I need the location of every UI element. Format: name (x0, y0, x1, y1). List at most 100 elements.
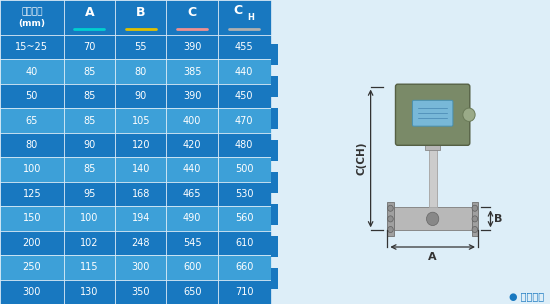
Bar (167, 231, 218, 255)
Bar (0, 35, 64, 59)
Bar (115, 35, 167, 59)
Bar (167, 182, 218, 206)
Circle shape (388, 226, 393, 233)
Text: 85: 85 (83, 116, 96, 126)
Text: 55: 55 (134, 42, 147, 52)
Bar (167, 157, 218, 182)
Text: 168: 168 (131, 189, 150, 199)
Bar (64, 231, 115, 255)
Bar (0, 0, 64, 35)
Text: A: A (85, 5, 94, 19)
Bar (218, 280, 271, 304)
Bar (115, 182, 167, 206)
Bar (167, 59, 218, 84)
Text: 420: 420 (183, 140, 201, 150)
Bar (429, 146, 437, 208)
Bar (218, 133, 271, 157)
Text: 455: 455 (235, 42, 254, 52)
Bar (271, 44, 278, 65)
Text: B: B (494, 214, 503, 224)
Bar (271, 204, 278, 225)
Bar (394, 208, 472, 230)
Bar (271, 172, 278, 193)
Text: 120: 120 (131, 140, 150, 150)
Bar (271, 268, 278, 289)
Bar (218, 206, 271, 231)
Text: 85: 85 (83, 67, 96, 77)
Text: 194: 194 (131, 213, 150, 223)
Circle shape (463, 108, 475, 121)
Text: 248: 248 (131, 238, 150, 248)
Text: B: B (136, 5, 145, 19)
Text: 200: 200 (23, 238, 41, 248)
Bar (218, 255, 271, 280)
Bar (64, 35, 115, 59)
Bar (167, 35, 218, 59)
Text: 300: 300 (23, 287, 41, 297)
Bar (0, 59, 64, 84)
Text: 545: 545 (183, 238, 201, 248)
Text: 660: 660 (235, 262, 254, 272)
Bar (115, 133, 167, 157)
Bar (218, 182, 271, 206)
Text: 440: 440 (235, 67, 254, 77)
Bar (0, 231, 64, 255)
Bar (425, 141, 440, 150)
Text: 390: 390 (183, 42, 201, 52)
Bar (64, 0, 115, 35)
Bar (64, 206, 115, 231)
Bar (0, 133, 64, 157)
Bar (218, 59, 271, 84)
Circle shape (426, 212, 439, 226)
Text: 115: 115 (80, 262, 98, 272)
Bar (64, 133, 115, 157)
Text: 350: 350 (131, 287, 150, 297)
Text: 450: 450 (235, 91, 254, 101)
Bar (0, 280, 64, 304)
Bar (115, 0, 167, 35)
Bar (64, 280, 115, 304)
Bar (0, 255, 64, 280)
Text: 560: 560 (235, 213, 254, 223)
Bar (167, 280, 218, 304)
Text: A: A (428, 252, 437, 262)
Text: 400: 400 (183, 116, 201, 126)
Circle shape (388, 205, 393, 211)
Bar (0, 182, 64, 206)
Bar (115, 108, 167, 133)
Text: 100: 100 (23, 164, 41, 174)
Text: 125: 125 (23, 189, 41, 199)
Text: 102: 102 (80, 238, 98, 248)
Text: 80: 80 (26, 140, 38, 150)
Bar (0, 108, 64, 133)
Text: 470: 470 (235, 116, 254, 126)
Bar (271, 236, 278, 257)
Text: 650: 650 (183, 287, 201, 297)
Bar (167, 133, 218, 157)
Text: H: H (247, 13, 254, 22)
Bar (167, 206, 218, 231)
Bar (115, 231, 167, 255)
Text: 65: 65 (26, 116, 38, 126)
Bar (218, 108, 271, 133)
Text: 100: 100 (80, 213, 98, 223)
Bar (167, 0, 218, 35)
Text: C(CH): C(CH) (357, 142, 367, 175)
Text: 95: 95 (83, 189, 96, 199)
Text: 140: 140 (131, 164, 150, 174)
Text: 440: 440 (183, 164, 201, 174)
Text: 385: 385 (183, 67, 201, 77)
Bar (218, 35, 271, 59)
Bar (167, 255, 218, 280)
Text: 90: 90 (135, 91, 147, 101)
Bar (115, 84, 167, 108)
Bar (218, 231, 271, 255)
Bar (64, 108, 115, 133)
Text: 300: 300 (131, 262, 150, 272)
Bar (115, 255, 167, 280)
Text: 610: 610 (235, 238, 254, 248)
Bar (64, 255, 115, 280)
Bar (64, 59, 115, 84)
Bar (64, 157, 115, 182)
Text: 530: 530 (235, 189, 254, 199)
